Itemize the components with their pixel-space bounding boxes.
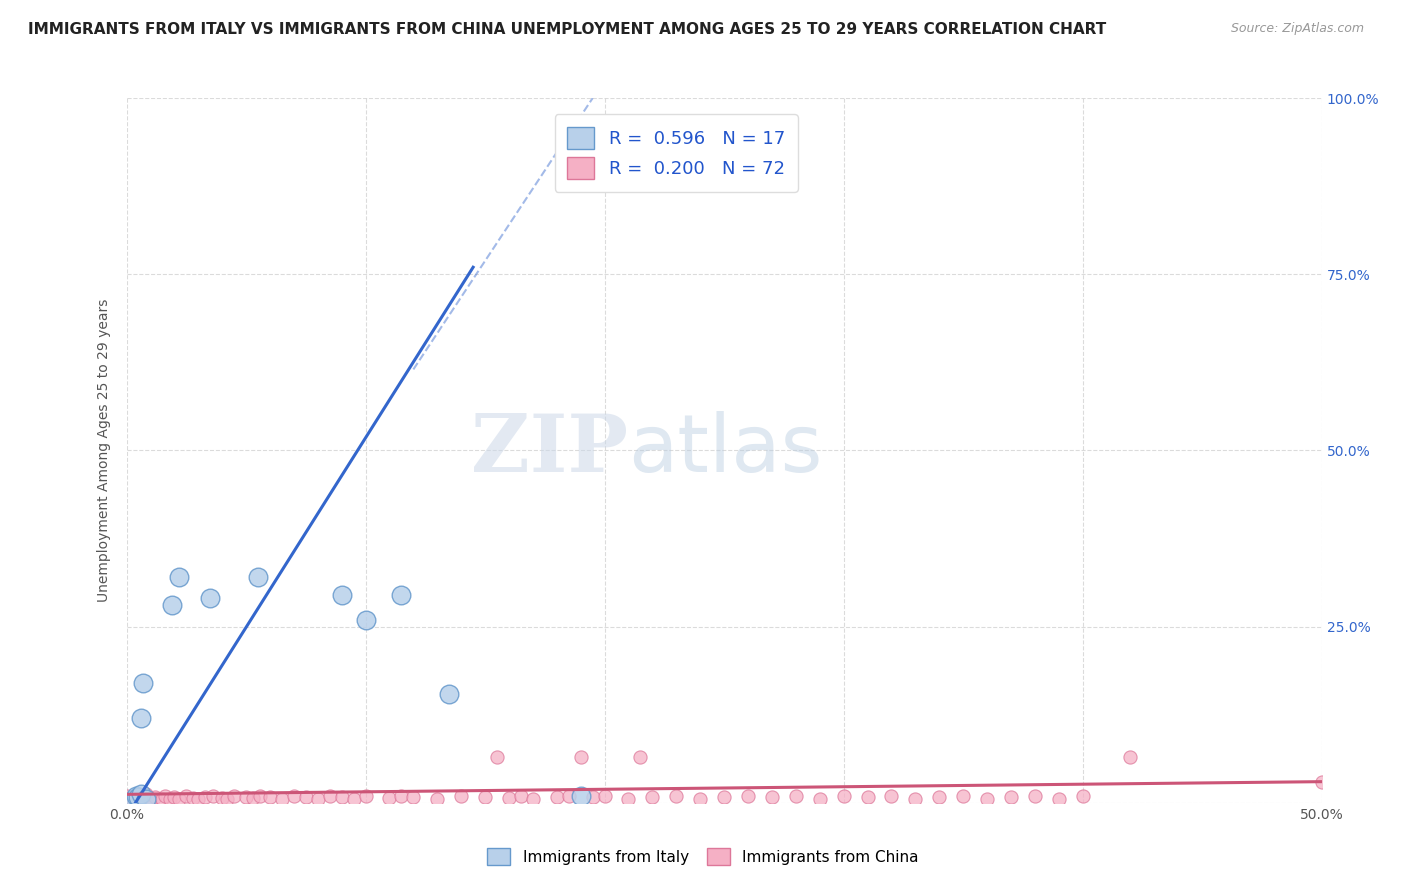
Point (125, 791, 148, 805)
Point (856, 790, 879, 805)
Point (211, 790, 233, 805)
Text: atlas: atlas (628, 411, 823, 490)
Point (976, 792, 998, 806)
Point (135, 788, 157, 802)
Point (249, 789, 271, 803)
Point (247, 570, 270, 584)
Point (270, 791, 294, 805)
Point (569, 789, 592, 803)
Text: Source: ZipAtlas.com: Source: ZipAtlas.com (1230, 22, 1364, 36)
Point (135, 792, 157, 806)
Point (557, 789, 581, 803)
Point (569, 750, 592, 764)
Point (201, 789, 224, 803)
Point (242, 790, 264, 805)
Point (378, 790, 401, 805)
Point (330, 790, 353, 805)
Point (808, 792, 831, 806)
Point (183, 790, 205, 805)
Point (713, 790, 735, 805)
Point (132, 790, 155, 805)
Point (330, 588, 353, 602)
Point (785, 789, 807, 803)
Point (129, 711, 152, 725)
Point (167, 791, 190, 805)
Point (474, 790, 496, 805)
Point (187, 792, 209, 806)
Point (641, 790, 664, 805)
Text: ZIP: ZIP (471, 411, 628, 490)
Point (426, 792, 449, 806)
Point (391, 789, 413, 803)
Point (486, 750, 509, 764)
Point (174, 789, 197, 803)
Point (283, 789, 305, 803)
Y-axis label: Unemployment Among Ages 25 to 29 years: Unemployment Among Ages 25 to 29 years (97, 299, 111, 602)
Point (880, 789, 903, 803)
Point (1047, 792, 1070, 806)
Point (402, 790, 425, 805)
Point (354, 613, 377, 627)
Point (832, 789, 855, 803)
Point (522, 792, 544, 806)
Point (318, 789, 342, 803)
Point (391, 588, 413, 602)
Point (294, 790, 316, 805)
Point (450, 789, 472, 803)
Point (952, 789, 974, 803)
Point (235, 790, 257, 805)
Point (689, 792, 711, 806)
Point (1024, 789, 1046, 803)
Point (439, 687, 461, 701)
Point (761, 790, 783, 805)
Point (120, 792, 142, 806)
Point (259, 790, 281, 805)
Point (509, 789, 531, 803)
Point (628, 750, 651, 764)
Point (160, 599, 183, 613)
Point (215, 792, 238, 806)
Point (222, 789, 246, 803)
Point (122, 790, 145, 805)
Point (904, 792, 927, 806)
Point (1119, 750, 1142, 764)
Legend: Immigrants from Italy, Immigrants from China: Immigrants from Italy, Immigrants from C… (481, 842, 925, 871)
Point (132, 676, 155, 690)
Point (1310, 774, 1333, 789)
Point (737, 789, 759, 803)
Point (200, 591, 222, 606)
Point (150, 791, 174, 805)
Point (498, 790, 520, 805)
Point (617, 792, 640, 806)
Point (582, 790, 605, 805)
Point (665, 789, 688, 803)
Point (1071, 789, 1094, 803)
Point (139, 792, 162, 806)
Point (343, 791, 366, 805)
Text: IMMIGRANTS FROM ITALY VS IMMIGRANTS FROM CHINA UNEMPLOYMENT AMONG AGES 25 TO 29 : IMMIGRANTS FROM ITALY VS IMMIGRANTS FROM… (28, 22, 1107, 37)
Point (307, 792, 329, 806)
Point (167, 570, 190, 584)
Point (115, 789, 138, 803)
Point (153, 789, 176, 803)
Point (159, 792, 181, 806)
Point (143, 790, 166, 805)
Point (546, 790, 568, 805)
Point (928, 790, 950, 805)
Point (125, 789, 148, 803)
Point (129, 789, 152, 803)
Point (593, 789, 616, 803)
Point (127, 790, 149, 805)
Point (163, 790, 186, 805)
Point (194, 790, 217, 805)
Point (122, 792, 145, 806)
Legend: R =  0.596   N = 17, R =  0.200   N = 72: R = 0.596 N = 17, R = 0.200 N = 72 (555, 114, 797, 192)
Point (1000, 790, 1022, 805)
Point (569, 127, 592, 141)
Point (354, 789, 377, 803)
Point (129, 787, 152, 801)
